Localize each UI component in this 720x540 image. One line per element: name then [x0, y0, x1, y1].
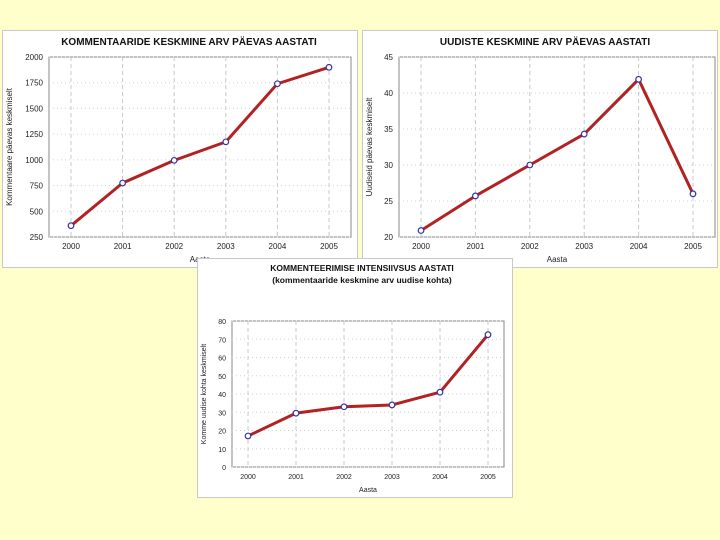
x-tick-label: 2002: [165, 242, 183, 251]
data-point: [274, 80, 281, 88]
chart-panel-news-per-day: UUDISTE KESKMINE ARV PÄEVAS AASTATI 20 25 3…: [362, 30, 718, 268]
data-point: [436, 388, 444, 396]
y-tick-label: 0: [222, 465, 226, 472]
chart-panel-comments-per-day: KOMMENTAARIDE KESKMINE ARV PÄEVAS AASTAT…: [2, 30, 358, 268]
data-point: [222, 138, 230, 146]
y-tick-label: 20: [218, 429, 226, 436]
data-point: [388, 401, 396, 409]
x-tick-label: 2004: [432, 474, 448, 481]
y-tick-label: 2000: [25, 53, 43, 62]
y-axis-label: Kommentaare päevas keskmiselt: [5, 87, 14, 206]
chart-title: UUDISTE KESKMINE ARV PÄEVAS AASTATI: [440, 35, 650, 48]
y-tick-label: 1250: [25, 130, 43, 139]
y-tick-label: 500: [30, 207, 44, 216]
x-tick-label: 2001: [288, 474, 304, 481]
series-line: [70, 65, 330, 227]
series-line: [247, 333, 490, 438]
chart-subtitle: (kommentaaride keskmine arv uudise kohta…: [272, 275, 452, 285]
y-tick-label: 30: [218, 410, 226, 417]
data-point: [325, 63, 333, 71]
y-tick-label: 40: [384, 89, 393, 98]
data-point: [244, 432, 252, 440]
y-tick-label: 30: [384, 161, 393, 170]
y-tick-label: 45: [384, 53, 393, 62]
data-point: [340, 403, 348, 411]
y-tick-label: 1000: [25, 156, 43, 165]
x-tick-label: 2003: [217, 242, 235, 251]
x-tick-label: 2005: [320, 242, 338, 251]
x-tick-label: 2001: [467, 242, 485, 251]
x-tick-label: 2002: [521, 242, 539, 251]
data-point: [67, 222, 75, 230]
data-point: [635, 75, 643, 83]
y-tick-label: 70: [218, 337, 226, 344]
y-tick-label: 35: [384, 125, 393, 134]
chart-comments-per-day: KOMMENTAARIDE KESKMINE ARV PÄEVAS AASTAT…: [5, 35, 352, 264]
y-tick-label: 750: [30, 182, 44, 191]
y-tick-label: 25: [384, 197, 393, 206]
chart-news-per-day: UUDISTE KESKMINE ARV PÄEVAS AASTATI 20 25 3…: [365, 35, 716, 264]
plot-area: [48, 56, 352, 238]
y-axis-label: Komme uudise kohta keskmiselt: [201, 344, 208, 444]
x-tick-label: 2000: [412, 242, 430, 251]
x-tick-label: 2003: [575, 242, 593, 251]
data-point: [689, 190, 697, 198]
x-tick-label: 2003: [384, 474, 400, 481]
x-tick-label: 2005: [480, 474, 496, 481]
chart-title: KOMMENTEERIMISE INTENSIIVSUS AASTATI: [270, 263, 454, 273]
data-point: [471, 192, 479, 200]
data-point: [580, 130, 588, 138]
y-tick-label: 1500: [25, 104, 43, 113]
y-tick-label: 60: [218, 356, 226, 363]
series-line: [420, 77, 695, 232]
data-point: [484, 331, 492, 339]
data-point: [170, 156, 178, 164]
y-tick-label: 250: [30, 233, 44, 242]
y-tick-label: 1750: [25, 79, 43, 88]
data-point: [119, 179, 126, 187]
y-tick-label: 10: [218, 447, 226, 454]
x-tick-label: 2000: [240, 474, 256, 481]
data-point: [417, 227, 425, 234]
x-tick-label: 2005: [684, 242, 702, 251]
x-axis-label: Aasta: [547, 255, 568, 264]
chart-title: KOMMENTAARIDE KESKMINE ARV PÄEVAS AASTAT…: [61, 35, 317, 48]
data-point: [292, 409, 300, 417]
y-tick-label: 40: [218, 392, 226, 399]
data-point: [526, 161, 534, 169]
plot-area: [398, 56, 716, 238]
chart-comment-intensity: KOMMENTEERIMISE INTENSIIVSUS AASTATI (kom…: [201, 263, 505, 494]
y-axis-label: Uudiseid päevas keskmiselt: [365, 97, 374, 196]
x-tick-label: 2002: [336, 474, 352, 481]
x-tick-label: 2004: [630, 242, 648, 251]
y-tick-label: 80: [218, 319, 226, 326]
y-tick-label: 20: [384, 233, 393, 242]
chart-panel-comment-intensity: KOMMENTEERIMISE INTENSIIVSUS AASTATI (kom…: [197, 258, 513, 498]
x-tick-label: 2004: [269, 242, 287, 251]
x-axis-label: Aasta: [359, 487, 377, 494]
x-tick-label: 2001: [114, 242, 132, 251]
x-tick-label: 2000: [62, 242, 80, 251]
y-tick-label: 50: [218, 374, 226, 381]
